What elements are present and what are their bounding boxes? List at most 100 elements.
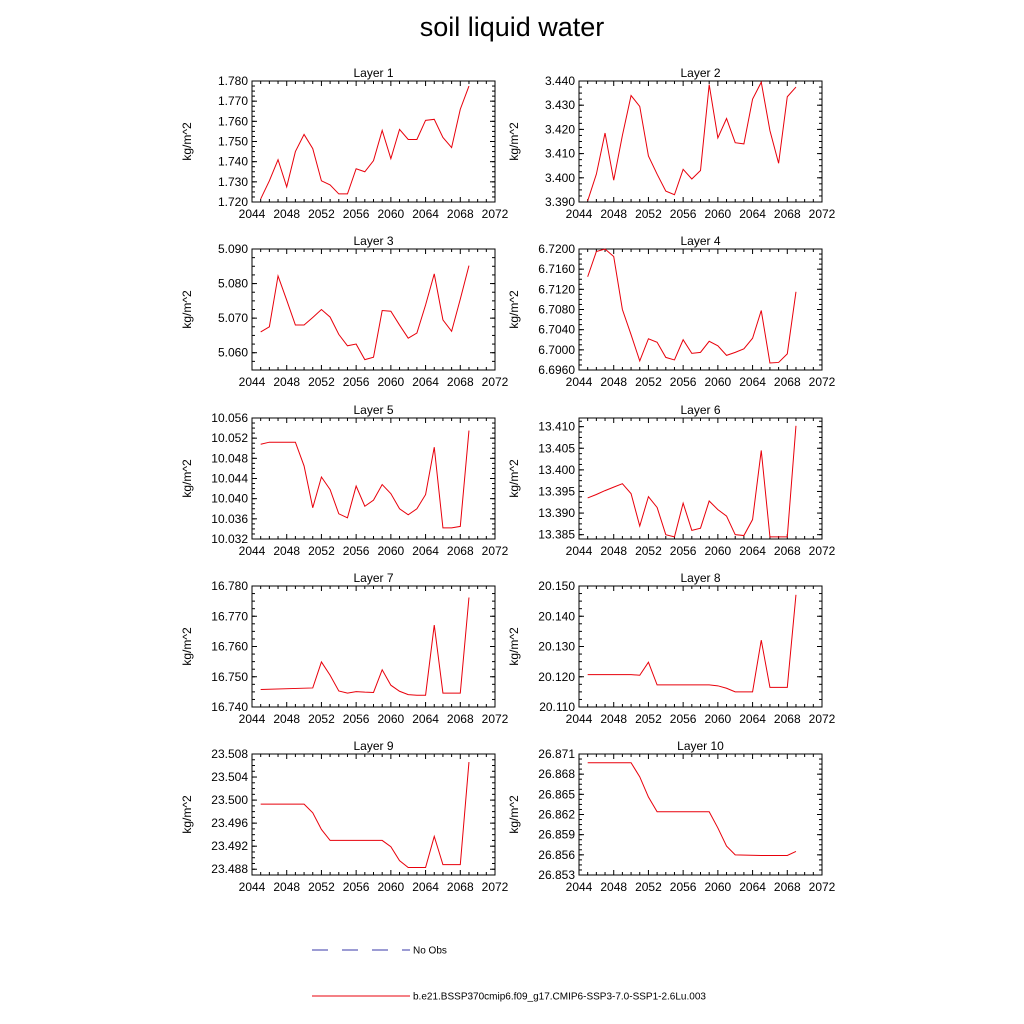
x-tick-label: 2068: [774, 880, 801, 894]
x-tick-label: 2044: [239, 544, 266, 558]
y-axis-label: kg/m^2: [180, 795, 194, 834]
x-tick-label: 2068: [447, 544, 474, 558]
x-tick-label: 2044: [239, 375, 266, 389]
x-tick-label: 2056: [343, 375, 370, 389]
x-tick-label: 2072: [809, 712, 836, 726]
x-tick-label: 2056: [343, 712, 370, 726]
chart-panel-layer-6: Layer 6 kg/m^2 2044 2048 2052 2056 2060 2064 206…: [507, 403, 836, 558]
y-tick-label: 23.488: [211, 862, 248, 876]
x-tick-label: 2052: [635, 712, 662, 726]
x-tick-label: 2044: [239, 880, 266, 894]
x-tick-label: 2072: [809, 207, 836, 221]
y-tick-label: 10.044: [211, 472, 248, 486]
y-tick-label: 26.856: [538, 848, 575, 862]
y-tick-label: 1.770: [218, 94, 248, 108]
y-tick-label: 23.504: [211, 770, 248, 784]
x-tick-label: 2064: [412, 712, 439, 726]
y-tick-label: 16.780: [211, 579, 248, 593]
x-tick-label: 2072: [809, 544, 836, 558]
y-tick-label: 10.040: [211, 492, 248, 506]
chart-panel-layer-9: Layer 9 kg/m^2 2044 2048 2052 2056 2060 2064 206…: [180, 739, 509, 894]
y-tick-label: 1.730: [218, 175, 248, 189]
legend: No Obs b.e21.BSSP370cmip6.f09_g17.CMIP6-…: [312, 946, 706, 1003]
x-tick-label: 2048: [600, 544, 627, 558]
x-tick-label: 2072: [482, 375, 509, 389]
panel-title: Layer 4: [680, 234, 720, 248]
series-line-layer-10: [587, 762, 797, 857]
y-axis-label: kg/m^2: [507, 795, 521, 834]
x-tick-label: 2044: [566, 880, 593, 894]
x-tick-label: 2068: [447, 207, 474, 221]
plot-frame: [251, 248, 496, 371]
x-tick-label: 2052: [308, 712, 335, 726]
x-tick-label: 2052: [308, 880, 335, 894]
x-tick-label: 2068: [447, 712, 474, 726]
x-tick-label: 2052: [635, 207, 662, 221]
figure-title: soil liquid water: [419, 12, 605, 42]
y-tick-label: 3.400: [545, 171, 575, 185]
x-tick-label: 2064: [739, 207, 766, 221]
x-tick-label: 2048: [273, 712, 300, 726]
series-line-layer-6: [587, 425, 797, 538]
y-axis-label: kg/m^2: [180, 122, 194, 161]
y-tick-label: 26.862: [538, 808, 575, 822]
x-tick-label: 2060: [378, 712, 405, 726]
x-tick-label: 2060: [705, 712, 732, 726]
x-tick-label: 2060: [705, 880, 732, 894]
x-tick-label: 2056: [343, 544, 370, 558]
x-tick-label: 2052: [308, 544, 335, 558]
y-tick-label: 20.140: [538, 609, 575, 623]
y-tick-label: 3.430: [545, 98, 575, 112]
y-tick-label: 10.052: [211, 431, 248, 445]
y-tick-label: 5.060: [218, 346, 248, 360]
y-tick-label: 26.871: [538, 747, 575, 761]
panel-title: Layer 7: [353, 571, 393, 585]
y-tick-label: 1.740: [218, 155, 248, 169]
y-tick-label: 1.720: [218, 195, 248, 209]
y-tick-label: 16.750: [211, 670, 248, 684]
x-tick-label: 2060: [705, 375, 732, 389]
y-tick-label: 6.7080: [538, 303, 575, 317]
plot-frame: [251, 753, 496, 876]
x-tick-label: 2064: [412, 880, 439, 894]
chart-panel-layer-7: Layer 7 kg/m^2 2044 2048 2052 2056 2060 2064 206…: [180, 571, 509, 726]
chart-panel-layer-4: Layer 4 kg/m^2 2044 2048 2052 2056 2060 2064 206…: [507, 234, 836, 389]
x-tick-label: 2044: [566, 375, 593, 389]
chart-panel-layer-1: Layer 1 kg/m^2 2044 2048 2052 2056 2060 2064 206…: [180, 66, 509, 221]
x-tick-label: 2068: [447, 375, 474, 389]
series-line-layer-9: [260, 762, 470, 869]
x-tick-label: 2060: [378, 544, 405, 558]
x-tick-label: 2060: [705, 207, 732, 221]
x-tick-label: 2072: [482, 712, 509, 726]
x-tick-label: 2068: [774, 375, 801, 389]
panel-title: Layer 1: [353, 66, 393, 80]
y-tick-label: 23.508: [211, 747, 248, 761]
y-axis-label: kg/m^2: [180, 459, 194, 498]
panel-title: Layer 3: [353, 234, 393, 248]
series-line-layer-3: [260, 265, 470, 361]
x-tick-label: 2056: [670, 207, 697, 221]
x-tick-label: 2068: [774, 207, 801, 221]
plot-frame: [578, 753, 823, 876]
y-tick-label: 6.7040: [538, 323, 575, 337]
x-tick-label: 2072: [482, 207, 509, 221]
x-tick-label: 2048: [273, 544, 300, 558]
x-tick-label: 2048: [600, 880, 627, 894]
y-tick-label: 5.090: [218, 242, 248, 256]
y-axis-label: kg/m^2: [180, 627, 194, 666]
chart-panel-layer-10: Layer 10 kg/m^2 2044 2048 2052 2056 2060 2064 20…: [507, 739, 836, 894]
y-tick-label: 3.440: [545, 74, 575, 88]
x-tick-label: 2052: [635, 544, 662, 558]
y-tick-label: 3.420: [545, 122, 575, 136]
panel-title: Layer 2: [680, 66, 720, 80]
y-tick-label: 10.036: [211, 512, 248, 526]
x-tick-label: 2048: [600, 712, 627, 726]
x-tick-label: 2060: [378, 880, 405, 894]
chart-panel-layer-5: Layer 5 kg/m^2 2044 2048 2052 2056 2060 2064 206…: [180, 403, 509, 558]
x-tick-label: 2056: [343, 880, 370, 894]
y-tick-label: 5.080: [218, 277, 248, 291]
y-tick-label: 26.853: [538, 868, 575, 882]
y-axis-label: kg/m^2: [180, 290, 194, 329]
y-tick-label: 13.390: [538, 506, 575, 520]
